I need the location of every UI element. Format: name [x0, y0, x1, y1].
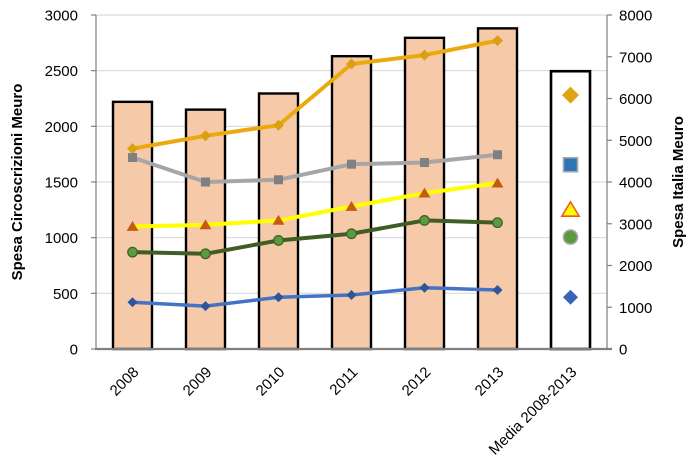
left-axis-tick-label: 2500	[45, 63, 78, 80]
marker-yellow-triangle-2011	[345, 200, 358, 211]
bar-2013	[476, 27, 519, 351]
right-axis-tick-label: 5000	[619, 133, 652, 150]
marker-blue-diamond-2013	[492, 284, 503, 295]
marker-gold-diamond-2008	[127, 143, 138, 155]
marker-green-circle-2010	[273, 235, 284, 246]
marker-gold-diamond-2011	[346, 58, 357, 70]
x-label-2011: 2011	[326, 364, 361, 399]
x-label-2010: 2010	[253, 364, 289, 400]
left-axis-title: Spesa Circoscrizioni Meuro	[9, 84, 26, 281]
marker-blue-diamond-2011	[346, 290, 357, 301]
left-axis-tick-label: 1000	[45, 230, 78, 247]
marker-gold-diamond-2010	[273, 119, 284, 131]
bar-2009	[184, 108, 227, 351]
right-axis-tick-label: 7000	[619, 49, 652, 66]
line-gray-square	[130, 152, 500, 184]
left-axis-tick-label: 2000	[45, 119, 78, 136]
marker-yellow-triangle-2013	[491, 177, 504, 188]
x-label-2009: 2009	[180, 364, 216, 400]
marker-gray-square-2012	[420, 158, 429, 168]
marker-yellow-triangle-2009	[199, 219, 212, 230]
marker-gray-square-2010	[274, 175, 283, 185]
right-axis-tick-label: 8000	[619, 8, 652, 25]
right-axis-title: Spesa Italia Meuro	[670, 116, 687, 248]
right-axis-tick-label: 4000	[619, 175, 652, 192]
marker-gold-diamond-2009	[200, 130, 211, 142]
plot-area: 0 500 1000 1500 2000 2500 3000 0 1000 2000 3000 400…	[45, 8, 653, 459]
right-axis-tick-label: 0	[619, 342, 627, 359]
media-marker-gray-square	[562, 156, 579, 173]
marker-green-circle-2009	[200, 248, 211, 260]
line-green-circle	[130, 218, 500, 256]
marker-gray-square-2008	[128, 153, 137, 163]
marker-gray-square-2011	[347, 159, 356, 169]
marker-gold-diamond-2012	[419, 49, 430, 61]
media-marker-blue-diamond	[563, 289, 578, 305]
marker-blue-diamond-2012	[419, 282, 430, 293]
media-marker-green-circle	[562, 229, 579, 245]
right-axis-tick-label: 1000	[619, 300, 652, 317]
marker-gray-square-2013	[493, 150, 502, 160]
marker-green-circle-2012	[419, 215, 430, 226]
media-marker-gold-diamond	[562, 86, 579, 104]
marker-gold-diamond-2013	[492, 35, 503, 47]
marker-blue-diamond-2009	[200, 301, 211, 312]
right-axis-tick-label: 3000	[619, 216, 652, 233]
left-axis-tick-label: 1500	[45, 175, 78, 192]
right-axis-tick-label: 6000	[619, 91, 652, 108]
marker-green-circle-2008	[127, 246, 138, 258]
left-axis-tick-label: 0	[70, 342, 78, 359]
marker-gray-square-2009	[201, 177, 210, 187]
media-marker-yellow-triangle	[560, 200, 581, 218]
x-label-2012: 2012	[399, 364, 435, 400]
x-label-2008: 2008	[107, 364, 143, 400]
line-yellow-triangle	[130, 181, 500, 229]
right-axis-tick-label: 2000	[619, 258, 652, 275]
left-axis-tick-label: 500	[53, 286, 78, 303]
marker-green-circle-2013	[492, 217, 503, 229]
line-gold-diamond	[130, 38, 500, 151]
left-axis-tick-label: 3000	[45, 8, 78, 25]
x-label-2013: 2013	[472, 364, 508, 400]
marker-yellow-triangle-2008	[126, 221, 139, 231]
marker-yellow-triangle-2010	[272, 214, 285, 225]
marker-blue-diamond-2008	[127, 297, 138, 308]
marker-green-circle-2011	[346, 228, 357, 240]
marker-yellow-triangle-2012	[418, 187, 431, 198]
marker-blue-diamond-2010	[273, 292, 284, 303]
line-blue-diamond	[130, 286, 500, 308]
